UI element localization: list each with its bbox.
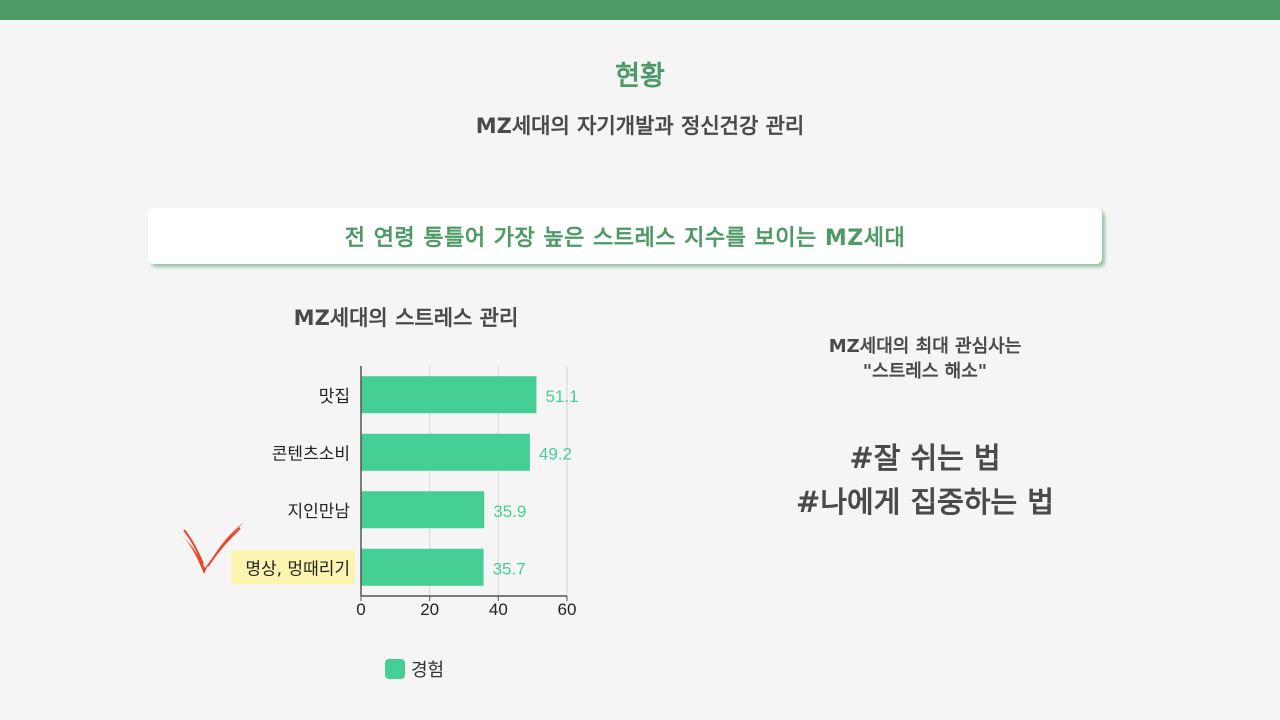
legend: 경험 <box>385 656 444 682</box>
check-mark-icon <box>180 522 244 574</box>
section-subtitle: MZ세대의 자기개발과 정신건강 관리 <box>475 114 805 138</box>
category-highlight <box>231 550 355 585</box>
chart-title: MZ세대의 스트레스 관리 <box>293 306 519 330</box>
category-label: 지인만남 <box>287 502 350 522</box>
data-label: 35.9 <box>493 502 526 521</box>
hashtag-focus: #나에게 집중하는 법 <box>796 485 1054 519</box>
right-caption: MZ세대의 최대 관심사는 "스트레스 해소" <box>700 334 1150 384</box>
data-label: 49.2 <box>539 444 572 463</box>
x-tick-label: 60 <box>558 600 577 619</box>
x-tick-label: 40 <box>489 600 508 619</box>
top-bar <box>0 0 1280 20</box>
legend-label: 경험 <box>411 660 445 681</box>
caption-line-2: "스트레스 해소" <box>862 361 988 382</box>
hashtag-rest: #잘 쉬는 법 <box>849 441 1001 475</box>
legend-swatch <box>385 659 405 679</box>
bar <box>361 376 537 414</box>
category-label: 콘텐츠소비 <box>272 444 350 464</box>
bar <box>361 491 485 529</box>
data-label: 35.7 <box>493 559 526 578</box>
bar <box>361 433 530 471</box>
headline-text: 전 연령 통틀어 가장 높은 스트레스 지수를 보이는 MZ세대 <box>344 226 906 251</box>
hashtags: #잘 쉬는 법 #나에게 집중하는 법 <box>700 436 1150 524</box>
headline-box: 전 연령 통틀어 가장 높은 스트레스 지수를 보이는 MZ세대 <box>148 208 1102 264</box>
x-tick-label: 0 <box>356 600 365 619</box>
bar <box>361 548 484 586</box>
data-label: 51.1 <box>545 387 578 406</box>
category-label: 맛집 <box>319 387 350 407</box>
x-tick-label: 20 <box>420 600 439 619</box>
caption-line-1: MZ세대의 최대 관심사는 <box>828 336 1022 357</box>
section-title: 현황 <box>615 61 665 92</box>
category-label: 명상, 멍때리기 <box>245 559 350 579</box>
